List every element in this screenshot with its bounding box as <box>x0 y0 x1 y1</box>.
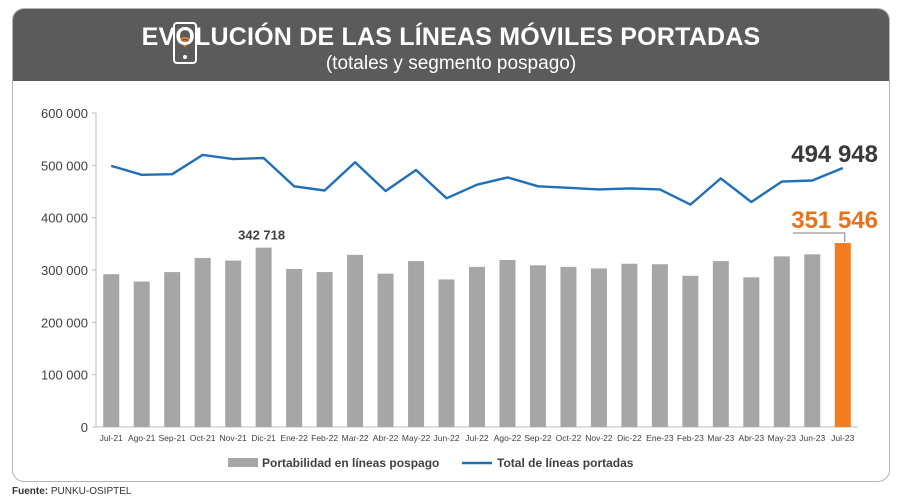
data-label-pospago-jul-23: 351 546 <box>791 207 878 234</box>
source-value: PUNKU-OSIPTEL <box>50 486 132 497</box>
x-tick-label: Sep-21 <box>158 433 186 443</box>
x-tick-label: Dic-21 <box>251 433 276 443</box>
bar <box>743 277 760 427</box>
y-tick-label: 400 000 <box>41 211 88 226</box>
bar <box>560 266 577 427</box>
y-tick-label: 0 <box>81 420 88 435</box>
bar <box>499 260 516 427</box>
bar <box>286 268 303 427</box>
y-tick-label: 300 000 <box>41 263 88 278</box>
bar <box>529 265 546 427</box>
bar <box>804 254 821 427</box>
bar <box>438 279 455 427</box>
bar <box>316 272 333 427</box>
legend-label-line: Total de líneas portadas <box>497 456 634 470</box>
bar <box>408 261 425 427</box>
bar <box>773 256 790 427</box>
x-tick-label: Mar-23 <box>707 433 734 443</box>
x-tick-label: May-23 <box>768 433 797 443</box>
bar <box>103 274 120 427</box>
x-tick-label: Ago-21 <box>128 433 156 443</box>
x-tick-label: Feb-22 <box>311 433 338 443</box>
y-tick-label: 500 000 <box>41 158 88 173</box>
x-tick-label: Jun-22 <box>434 433 460 443</box>
page-subtitle: (totales y segmento pospago) <box>325 53 577 74</box>
y-tick-label: 100 000 <box>41 368 88 383</box>
bar <box>225 260 242 427</box>
legend-bar-swatch <box>228 458 258 467</box>
data-label-total-jul-23: 494 948 <box>791 141 878 168</box>
x-tick-label: Oct-21 <box>190 433 216 443</box>
x-tick-label: Jul-23 <box>831 433 854 443</box>
x-tick-label: Jul-21 <box>100 433 123 443</box>
x-tick-label: Abr-23 <box>739 433 765 443</box>
x-tick-label: Nov-21 <box>219 433 247 443</box>
x-tick-label: Nov-22 <box>585 433 613 443</box>
source-note: Fuente: PUNKU-OSIPTEL <box>12 486 131 497</box>
data-label-dic-21: 342 718 <box>238 228 285 243</box>
title-banner: EVOLUCIÓN DE LAS LÍNEAS MÓVILES PORTADAS… <box>13 9 889 81</box>
bar <box>682 275 699 427</box>
x-tick-label: Mar-22 <box>342 433 369 443</box>
bar <box>651 264 668 427</box>
x-tick-label: Feb-23 <box>677 433 704 443</box>
x-tick-label: Ene-22 <box>280 433 308 443</box>
bar <box>469 266 485 427</box>
page-title: EVOLUCIÓN DE LAS LÍNEAS MÓVILES PORTADAS <box>141 23 761 51</box>
bar <box>133 281 150 427</box>
smartphone-wifi-icon <box>173 22 197 64</box>
x-tick-label: Ago-22 <box>494 433 522 443</box>
x-tick-label: Dic-22 <box>617 433 642 443</box>
bar <box>194 257 211 427</box>
bar <box>255 247 272 427</box>
y-tick-label: 600 000 <box>41 106 88 121</box>
legend-label-bars: Portabilidad en líneas pospago <box>262 456 439 470</box>
source-label: Fuente: <box>12 486 49 497</box>
x-tick-label: Jun-23 <box>799 433 825 443</box>
bar <box>164 272 181 427</box>
x-tick-label: Oct-22 <box>556 433 582 443</box>
bar <box>590 268 607 427</box>
x-tick-label: Jul-22 <box>465 433 488 443</box>
x-tick-label: Ene-23 <box>646 433 674 443</box>
annotation-leader-line <box>792 232 846 243</box>
bar <box>712 261 729 427</box>
y-tick-label: 200 000 <box>41 315 88 330</box>
bar <box>347 254 364 427</box>
bar <box>621 263 638 427</box>
bar <box>834 243 851 427</box>
x-tick-label: Sep-22 <box>524 433 552 443</box>
x-tick-label: Abr-22 <box>373 433 399 443</box>
x-tick-label: May-22 <box>402 433 431 443</box>
bar <box>377 273 394 427</box>
total-line-series <box>110 153 844 206</box>
